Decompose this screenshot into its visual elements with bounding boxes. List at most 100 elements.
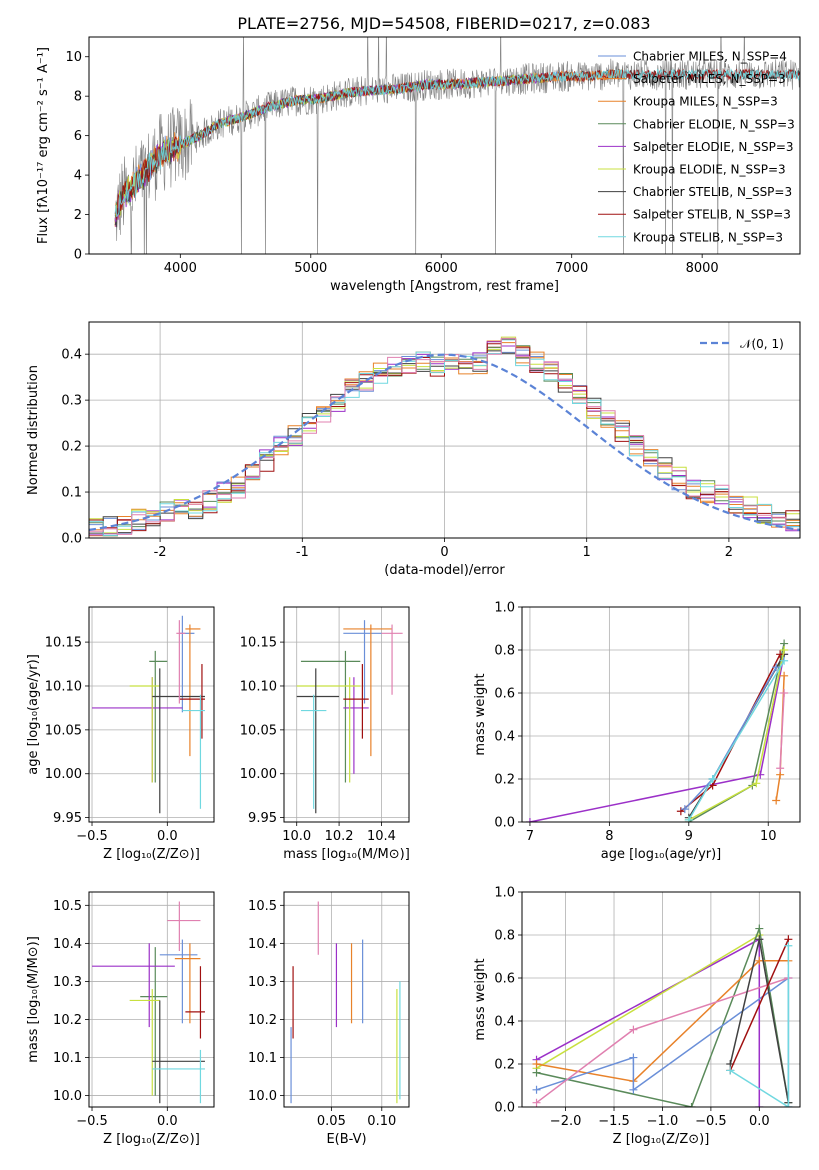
y-tick-label: 0.0 <box>494 1101 515 1116</box>
histogram-step-9 <box>89 337 800 538</box>
x-tick-label: 0.0 <box>749 1114 770 1129</box>
y-tick-label: 10 <box>65 50 82 65</box>
y-axis-label: age [log₁₀(age/yr)] <box>26 654 41 775</box>
y-tick-label: 10.1 <box>248 1051 277 1066</box>
spectrum-plot-area <box>114 37 800 254</box>
x-tick-label: -1 <box>296 545 309 560</box>
x-tick-label: -2 <box>154 545 167 560</box>
weight-marker <box>780 656 789 665</box>
y-tick-label: 0.2 <box>494 1058 515 1073</box>
axes-frame <box>88 891 215 1108</box>
y-tick-label: 0.6 <box>494 687 515 702</box>
residuals-legend: 𝒩(0, 1) <box>700 337 784 351</box>
age-vs-z-panel: −0.5 0.0 9.95 10.00 10.05 10.10 10.15 Z [log₁₀(… <box>26 606 215 862</box>
weight-marker <box>629 1085 638 1094</box>
y-tick-label: 10.4 <box>248 937 277 952</box>
axes-frame <box>283 891 410 1108</box>
y-tick-label: 0.1 <box>61 486 82 501</box>
x-tick-label: −0.5 <box>76 829 108 844</box>
y-tick-label: 0.2 <box>494 773 515 788</box>
model-line-8 <box>114 68 800 218</box>
weight-marker <box>780 646 789 654</box>
weight-line-2 <box>536 925 790 1107</box>
weight-marker <box>726 1066 735 1075</box>
x-tick-label: 0 <box>440 545 448 560</box>
x-tick-label: 8000 <box>686 261 719 276</box>
legend-entry: Salpeter MILES, N_SSP=3 <box>633 72 786 86</box>
weight-marker <box>755 956 764 965</box>
weight-line-8 <box>779 692 785 769</box>
y-axis-label: mass weight <box>473 958 488 1040</box>
residuals-plot-area <box>89 336 800 538</box>
x-axis-label: wavelength [Angstrom, rest frame] <box>330 279 559 294</box>
x-tick-label: 0.05 <box>317 1114 346 1129</box>
y-tick-label: 0.3 <box>61 394 82 409</box>
weight-marker <box>525 818 534 822</box>
x-axis-label: Z [log₁₀(Z/Z⊙)] <box>613 1132 710 1147</box>
y-tick-label: 10.1 <box>53 1051 82 1066</box>
x-tick-label: 8 <box>605 829 613 844</box>
y-tick-label: 10.4 <box>53 937 82 952</box>
y-axis-label: mass weight <box>473 673 488 755</box>
weight-marker <box>687 1103 696 1107</box>
y-tick-label: 1.0 <box>494 601 515 616</box>
mass-vs-z-panel: −0.5 0.0 10.0 10.1 10.2 10.3 10.4 10.5 Z [log₁₀(… <box>26 891 215 1147</box>
weight-marker <box>784 941 793 950</box>
spectrum-panel: 4000 5000 6000 7000 8000 0 2 4 6 8 10 wavelength [A… <box>36 36 801 294</box>
weight-marker <box>776 764 785 773</box>
weight-line-7 <box>729 938 790 1071</box>
weight-marker <box>629 1025 638 1034</box>
x-tick-label: 10 <box>760 829 777 844</box>
y-tick-label: 10.05 <box>240 723 277 738</box>
y-tick-label: 10.2 <box>248 1013 277 1028</box>
y-tick-label: 10.5 <box>53 899 82 914</box>
weight-marker <box>752 779 761 788</box>
y-tick-label: 0.0 <box>61 532 82 547</box>
x-tick-label: 7000 <box>555 261 588 276</box>
residuals-panel: -2 -1 0 1 2 0.0 0.1 0.2 0.3 0.4 (data-model)/error… <box>26 321 801 578</box>
mass-weight-vs-z-plot-area <box>532 924 793 1107</box>
weight-marker <box>532 1068 541 1077</box>
x-tick-label: 0.0 <box>157 1114 178 1129</box>
weight-line-8 <box>729 945 790 1107</box>
figure-title: PLATE=2756, MJD=54508, FIBERID=0217, z=0… <box>237 14 650 33</box>
x-tick-label: 9 <box>685 829 693 844</box>
y-tick-label: 10.0 <box>53 1089 82 1104</box>
weight-marker <box>784 1103 793 1107</box>
axes-frame <box>283 606 410 823</box>
mass-vs-ebv-panel: 0.05 0.10 10.0 10.1 10.2 10.3 10.4 10.5 E(B-V) <box>248 891 410 1147</box>
y-tick-label: 0.0 <box>494 816 515 831</box>
y-tick-label: 8 <box>74 90 82 105</box>
weight-line-3 <box>536 960 789 1083</box>
legend-entry: Chabrier MILES, N_SSP=4 <box>633 50 787 64</box>
x-tick-label: −0.5 <box>76 1114 108 1129</box>
legend-entry: Kroupa ELODIE, N_SSP=3 <box>633 163 786 177</box>
mass-vs-ebv-plot-area <box>290 901 401 1104</box>
x-tick-label: −1.5 <box>598 1114 630 1129</box>
weight-marker <box>772 663 781 672</box>
legend-entry: Chabrier STELIB, N_SSP=3 <box>633 185 792 199</box>
weight-marker <box>680 805 689 814</box>
y-tick-label: 10.10 <box>45 679 82 694</box>
x-axis-label: mass [log₁₀(M/M⊙)] <box>283 847 410 862</box>
y-tick-label: 10.00 <box>240 767 277 782</box>
legend-entry: 𝒩(0, 1) <box>740 337 784 351</box>
y-axis-label: mass [log₁₀(M/M⊙)] <box>26 936 41 1063</box>
y-tick-label: 9.95 <box>53 811 82 826</box>
axes-frame <box>88 321 801 539</box>
mass-weight-vs-z-panel: −2.0 −1.5 −1.0 −0.5 0.0 0.0 0.2 0.4 0.6 0.8 1.0 Z [… <box>473 886 801 1147</box>
y-tick-label: 0.4 <box>494 1015 515 1030</box>
weight-marker <box>755 935 764 944</box>
x-tick-label: 5000 <box>294 261 327 276</box>
normal-curve <box>89 353 800 531</box>
x-tick-label: 10.4 <box>367 829 396 844</box>
age-vs-z-plot-area <box>92 615 205 814</box>
y-tick-label: 0.4 <box>61 348 82 363</box>
y-tick-label: 6 <box>74 129 82 144</box>
legend-entry: Chabrier ELODIE, N_SSP=3 <box>633 117 795 131</box>
y-tick-label: 10.15 <box>240 636 277 651</box>
y-tick-label: 1.0 <box>494 886 515 901</box>
y-tick-label: 10.10 <box>240 679 277 694</box>
weight-marker <box>708 775 717 783</box>
